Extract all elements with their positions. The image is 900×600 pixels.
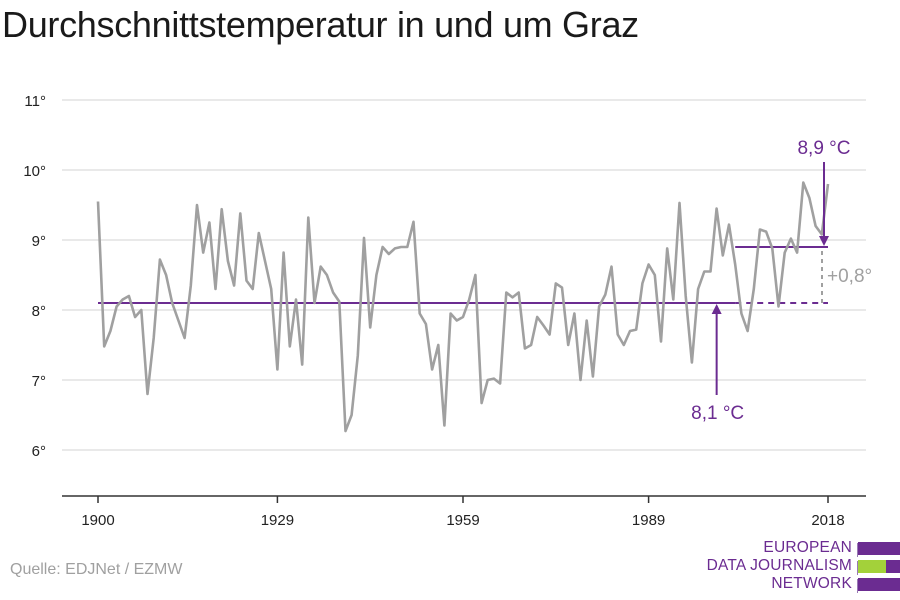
difference-label: +0,8° [827,266,872,287]
logo-tick-3 [857,579,858,593]
y-tick-label: 8° [32,303,46,320]
y-tick-label: 7° [32,373,46,390]
series-layer [96,181,830,433]
y-tick-label: 9° [32,233,46,250]
y-axis-ticks: 6° 7° 8° 9° 10° 11° [23,93,46,460]
reference-lines [98,246,828,304]
x-tick-label: 1929 [261,512,294,529]
edjnet-logo: EUROPEAN DATA JOURNALISM NETWORK [700,538,900,598]
source-note: Quelle: EDJNet / EZMW [10,561,183,578]
y-tick-label: 11° [24,93,46,110]
mean-1900-label: 8,1 °C [691,403,744,424]
arrow-mean-recent-head [819,236,829,246]
logo-bar-purple-3 [858,578,900,591]
chart-title: Durchschnittstemperatur in und um Graz [2,4,639,45]
x-tick-label: 1959 [446,512,479,529]
logo-tick-2 [857,561,858,575]
logo-bar-green [858,560,886,573]
logo-line-3: NETWORK [771,575,852,592]
grid-lines [62,99,866,451]
x-tick-label: 2018 [811,512,844,529]
logo-tick-1 [857,543,858,557]
x-tick-label: 1900 [81,512,114,529]
mean-recent-label: 8,9 °C [797,138,850,159]
logo-line-1: EUROPEAN [763,539,852,556]
logo-line-2: DATA JOURNALISM [706,557,852,574]
x-tick-label: 1989 [632,512,665,529]
logo-bar-purple-1 [858,542,900,555]
y-tick-label: 6° [32,443,46,460]
annotations: +0,8° 8,1 °C 8,9 °C [691,138,872,424]
y-tick-label: 10° [23,163,46,180]
temperature-series-line [96,181,830,433]
x-axis: 1900 1929 1959 1989 2018 [62,495,866,529]
arrow-mean-1900-head [711,304,722,314]
